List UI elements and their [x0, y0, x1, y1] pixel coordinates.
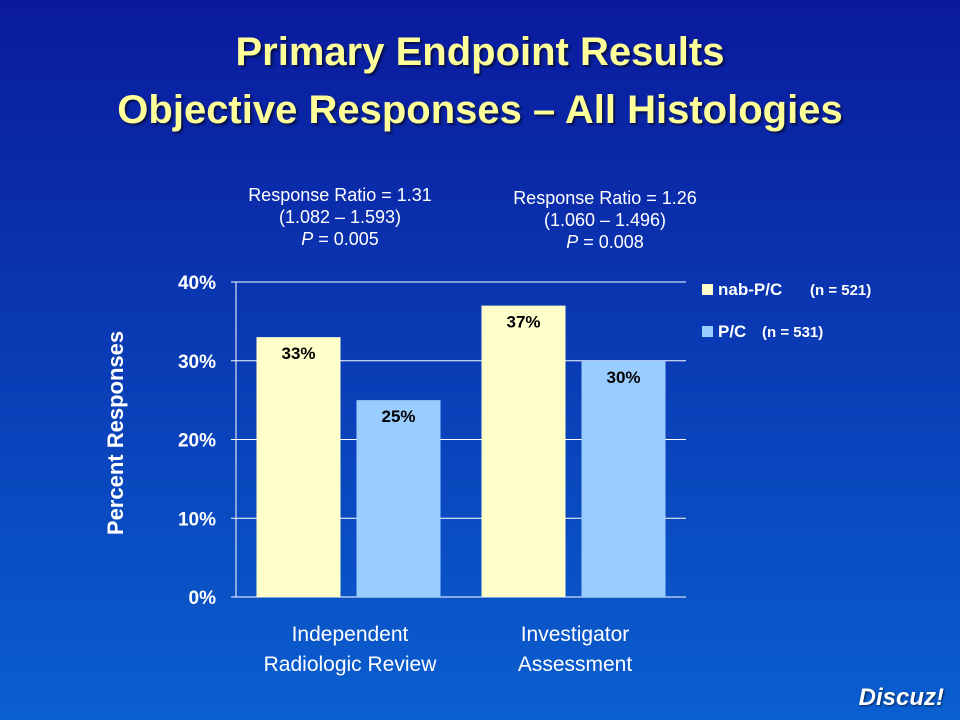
p-number-2: = 0.008	[578, 232, 644, 252]
slide-title-line1: Primary Endpoint Results	[235, 30, 725, 74]
p-value-2: P = 0.008	[475, 231, 735, 253]
p-value-1: P = 0.005	[210, 228, 470, 250]
watermark-logo: Discuz!	[858, 684, 944, 711]
y-tick-label: 20%	[178, 431, 216, 452]
category-label-independent-review: Independent Radiologic Review	[220, 620, 480, 680]
bar-data-label: 37%	[506, 313, 540, 332]
bar	[581, 360, 666, 597]
legend-label-nab-pc: nab-P/C	[718, 280, 783, 299]
category-label-line: Investigator	[520, 623, 630, 646]
bar	[356, 400, 441, 597]
bar	[481, 305, 566, 597]
bar-data-label: 30%	[606, 368, 640, 387]
category-label-line: Independent	[291, 623, 409, 646]
y-axis-label: Percent Responses	[103, 330, 128, 536]
legend-swatch-pc	[702, 326, 713, 337]
response-ratio-1: Response Ratio = 1.31	[248, 185, 432, 205]
legend-swatch-nab-pc	[702, 284, 713, 295]
legend-n-nab-pc: (n = 521)	[810, 282, 872, 299]
legend-label-pc: P/C	[718, 322, 747, 341]
slide-title-line2: Objective Responses – All Histologies	[117, 88, 843, 132]
confidence-interval-1: (1.082 – 1.593)	[278, 207, 402, 227]
y-tick-label: 10%	[178, 509, 216, 530]
y-tick-label: 30%	[178, 352, 216, 373]
category-label-line: Assessment	[517, 653, 633, 676]
bar	[256, 337, 341, 597]
p-label-1: P	[301, 229, 314, 249]
category-label-investigator-assessment: Investigator Assessment	[445, 620, 705, 680]
bar-data-label: 25%	[381, 407, 415, 426]
y-tick-label: 40%	[178, 273, 216, 294]
y-tick-label: 0%	[189, 588, 217, 609]
stat-annotation-2: Response Ratio = 1.26 (1.060 – 1.496) P …	[475, 187, 735, 253]
stat-annotation-1: Response Ratio = 1.31 (1.082 – 1.593) P …	[210, 184, 470, 250]
bar-data-label: 33%	[281, 344, 315, 363]
confidence-interval-2: (1.060 – 1.496)	[543, 210, 667, 230]
p-label-2: P	[566, 232, 579, 252]
legend-n-pc: (n = 531)	[762, 324, 824, 341]
p-number-1: = 0.005	[313, 229, 379, 249]
category-label-line: Radiologic Review	[263, 653, 437, 676]
response-ratio-2: Response Ratio = 1.26	[513, 188, 697, 208]
